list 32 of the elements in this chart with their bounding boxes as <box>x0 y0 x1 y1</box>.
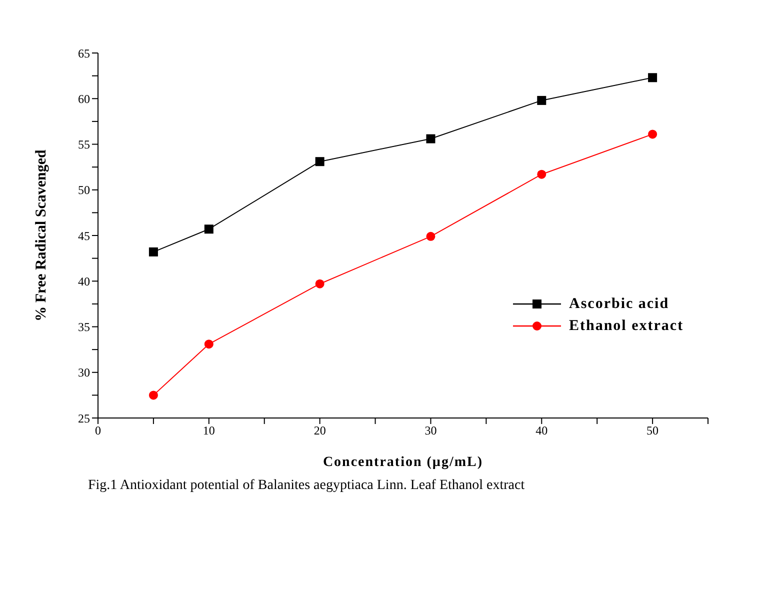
point <box>537 96 546 105</box>
y-tick-label: 60 <box>78 92 90 106</box>
y-tick-label: 30 <box>78 366 90 380</box>
point <box>426 232 436 241</box>
x-axis-title: Concentration (µg/mL) <box>322 455 484 470</box>
point <box>204 340 214 349</box>
x-tick-label: 30 <box>424 424 437 438</box>
point <box>204 224 214 234</box>
y-tick-label: 40 <box>78 274 90 288</box>
x-tick-label: 50 <box>646 424 659 438</box>
y-tick-label: 50 <box>78 183 90 198</box>
point <box>315 157 324 166</box>
x-tick-label: 40 <box>536 424 548 438</box>
legend-label: Ethanol extract <box>569 318 684 334</box>
y-tick-label: 55 <box>78 138 90 152</box>
point <box>148 247 158 256</box>
caption: Fig.1 Antioxidant potential of Balanites aegyptiaca Linn. Leaf Ethanol extract <box>88 478 526 494</box>
point <box>148 390 158 400</box>
y-tick-label: 65 <box>78 46 90 60</box>
point <box>426 134 436 144</box>
legend-label: Ascorbic acid <box>569 296 670 312</box>
x-tick-label: 0 <box>95 424 101 438</box>
point <box>648 130 658 139</box>
y-tick-label: 45 <box>78 228 90 243</box>
y-tick-label: 25 <box>78 411 90 426</box>
x-tick-label: 20 <box>314 424 326 438</box>
x-tick-label: 10 <box>202 424 215 438</box>
y-axis-title: % Free Radical Scavenged <box>33 148 50 322</box>
point <box>648 73 658 82</box>
y-tick-label: 35 <box>78 320 90 334</box>
point <box>537 170 546 179</box>
point <box>315 279 324 288</box>
